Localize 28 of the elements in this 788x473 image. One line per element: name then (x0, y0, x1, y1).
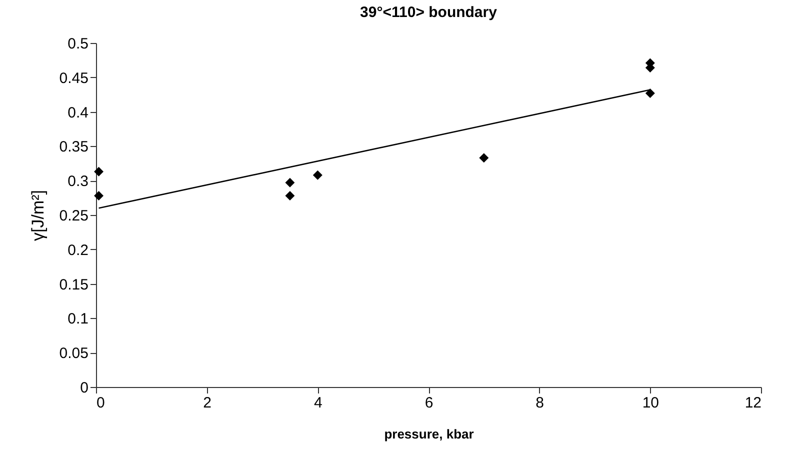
x-tick-label: 10 (642, 394, 660, 412)
x-tick-label: 2 (203, 394, 212, 412)
y-tick-label: 0.5 (68, 36, 88, 52)
chart-title: 39°<110> boundary (360, 4, 498, 21)
point (285, 178, 295, 188)
x-tick-label: 4 (314, 394, 322, 412)
point (94, 190, 104, 200)
point (94, 166, 104, 176)
y-tick-label: 0.3 (68, 173, 88, 190)
y-axis-title: γ[J/m²] (28, 190, 48, 241)
point (312, 170, 322, 180)
point (645, 88, 655, 98)
y-tick-label: 0.45 (59, 70, 88, 87)
point (479, 153, 489, 163)
x-axis-title: pressure, kbar (384, 426, 474, 442)
y-tick-label: 0.4 (68, 104, 88, 122)
y-tick-label: 0.1 (68, 310, 88, 328)
y-tick-label: 0.15 (59, 276, 88, 294)
point (285, 190, 295, 200)
x-tick-label: 12 (744, 394, 762, 412)
x-tick-label: 8 (536, 394, 544, 412)
y-tick-label: 0.35 (59, 138, 88, 156)
y-tick-label: 0.25 (59, 208, 88, 224)
y-tick-label: 0.2 (68, 242, 88, 259)
x-tick-label: 0 (96, 394, 105, 412)
x-tick-label: 6 (424, 394, 434, 412)
y-tick-label: 0 (80, 380, 88, 396)
y-tick-label: 0.05 (59, 345, 88, 362)
